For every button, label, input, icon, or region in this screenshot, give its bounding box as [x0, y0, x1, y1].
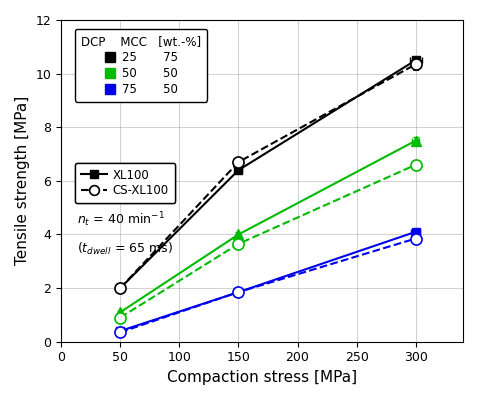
X-axis label: Compaction stress [MPa]: Compaction stress [MPa] [167, 370, 357, 385]
Legend: XL100, CS-XL100: XL100, CS-XL100 [75, 163, 175, 203]
Text: ($t_{dwell}$ = 65 ms): ($t_{dwell}$ = 65 ms) [77, 241, 173, 257]
Text: $n_t$ = 40 min$^{-1}$: $n_t$ = 40 min$^{-1}$ [77, 210, 165, 229]
Y-axis label: Tensile strength [MPa]: Tensile strength [MPa] [15, 96, 30, 266]
